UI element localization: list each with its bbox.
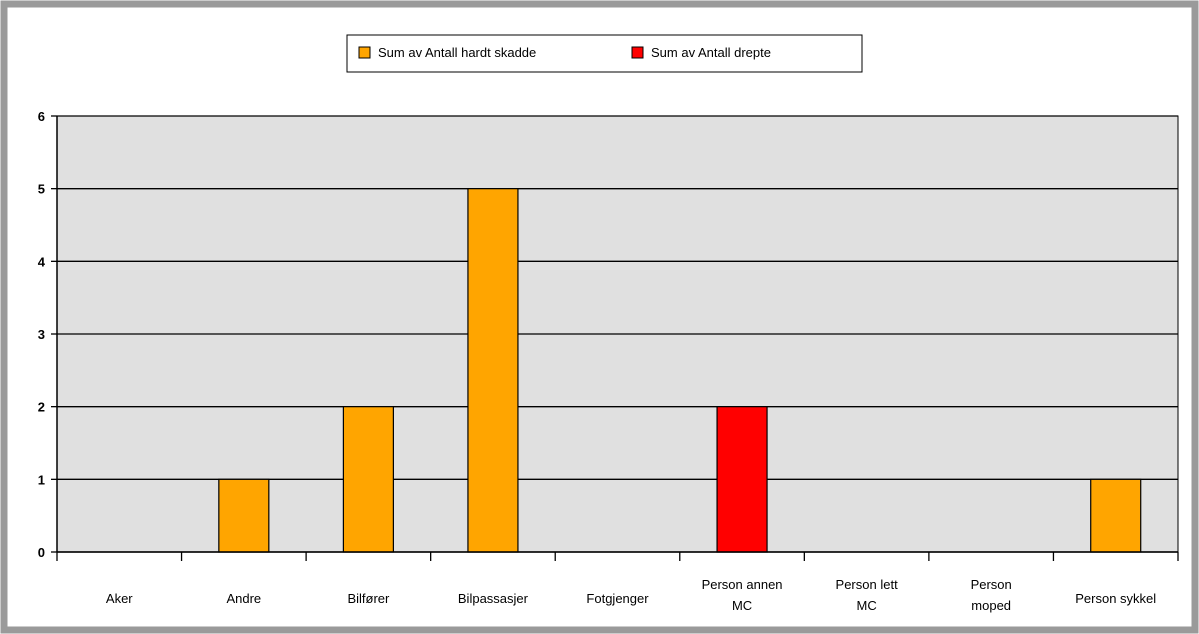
legend-box xyxy=(346,34,863,73)
x-tick-label: Person xyxy=(971,577,1012,592)
x-tick-label: Fotgjenger xyxy=(586,591,649,606)
y-tick-label: 2 xyxy=(38,400,45,415)
x-tick-label: MC xyxy=(732,598,752,613)
legend-label-drepte: Sum av Antall drepte xyxy=(651,45,771,60)
y-tick-label: 6 xyxy=(38,109,45,124)
x-tick-label: Aker xyxy=(106,591,133,606)
legend: Sum av Antall hardt skadde Sum av Antall… xyxy=(346,34,863,73)
bar-bilf-rer xyxy=(342,406,394,553)
x-tick-label: Andre xyxy=(226,591,261,606)
x-axis: Aker Andre Bilfører Bilpassasjer Fotgjenger P… xyxy=(56,551,1179,613)
x-tick-label: Person lett xyxy=(836,577,899,592)
x-tick-label: Bilfører xyxy=(347,591,390,606)
bar-person-annen-mc xyxy=(716,406,768,553)
legend-label-hardt-skadde: Sum av Antall hardt skadde xyxy=(378,45,536,60)
legend-swatch-drepte xyxy=(631,46,644,59)
bars xyxy=(218,188,1142,553)
x-tick-label: Person sykkel xyxy=(1075,591,1156,606)
y-tick-label: 3 xyxy=(38,327,45,342)
x-tick-label: Person annen xyxy=(702,577,783,592)
y-tick-label: 1 xyxy=(38,472,45,487)
y-axis: 0 1 2 3 4 5 6 xyxy=(38,109,58,560)
x-tick-label: moped xyxy=(971,598,1011,613)
x-tick-label: Bilpassasjer xyxy=(458,591,529,606)
bar-andre xyxy=(218,478,270,553)
legend-swatch-hardt-skadde xyxy=(358,46,371,59)
bar-bilpassasjer xyxy=(467,188,519,553)
y-tick-label: 0 xyxy=(38,545,45,560)
y-tick-label: 5 xyxy=(38,182,45,197)
y-tick-label: 4 xyxy=(38,254,46,269)
x-tick-label: MC xyxy=(857,598,877,613)
bar-person-sykkel xyxy=(1090,478,1142,553)
